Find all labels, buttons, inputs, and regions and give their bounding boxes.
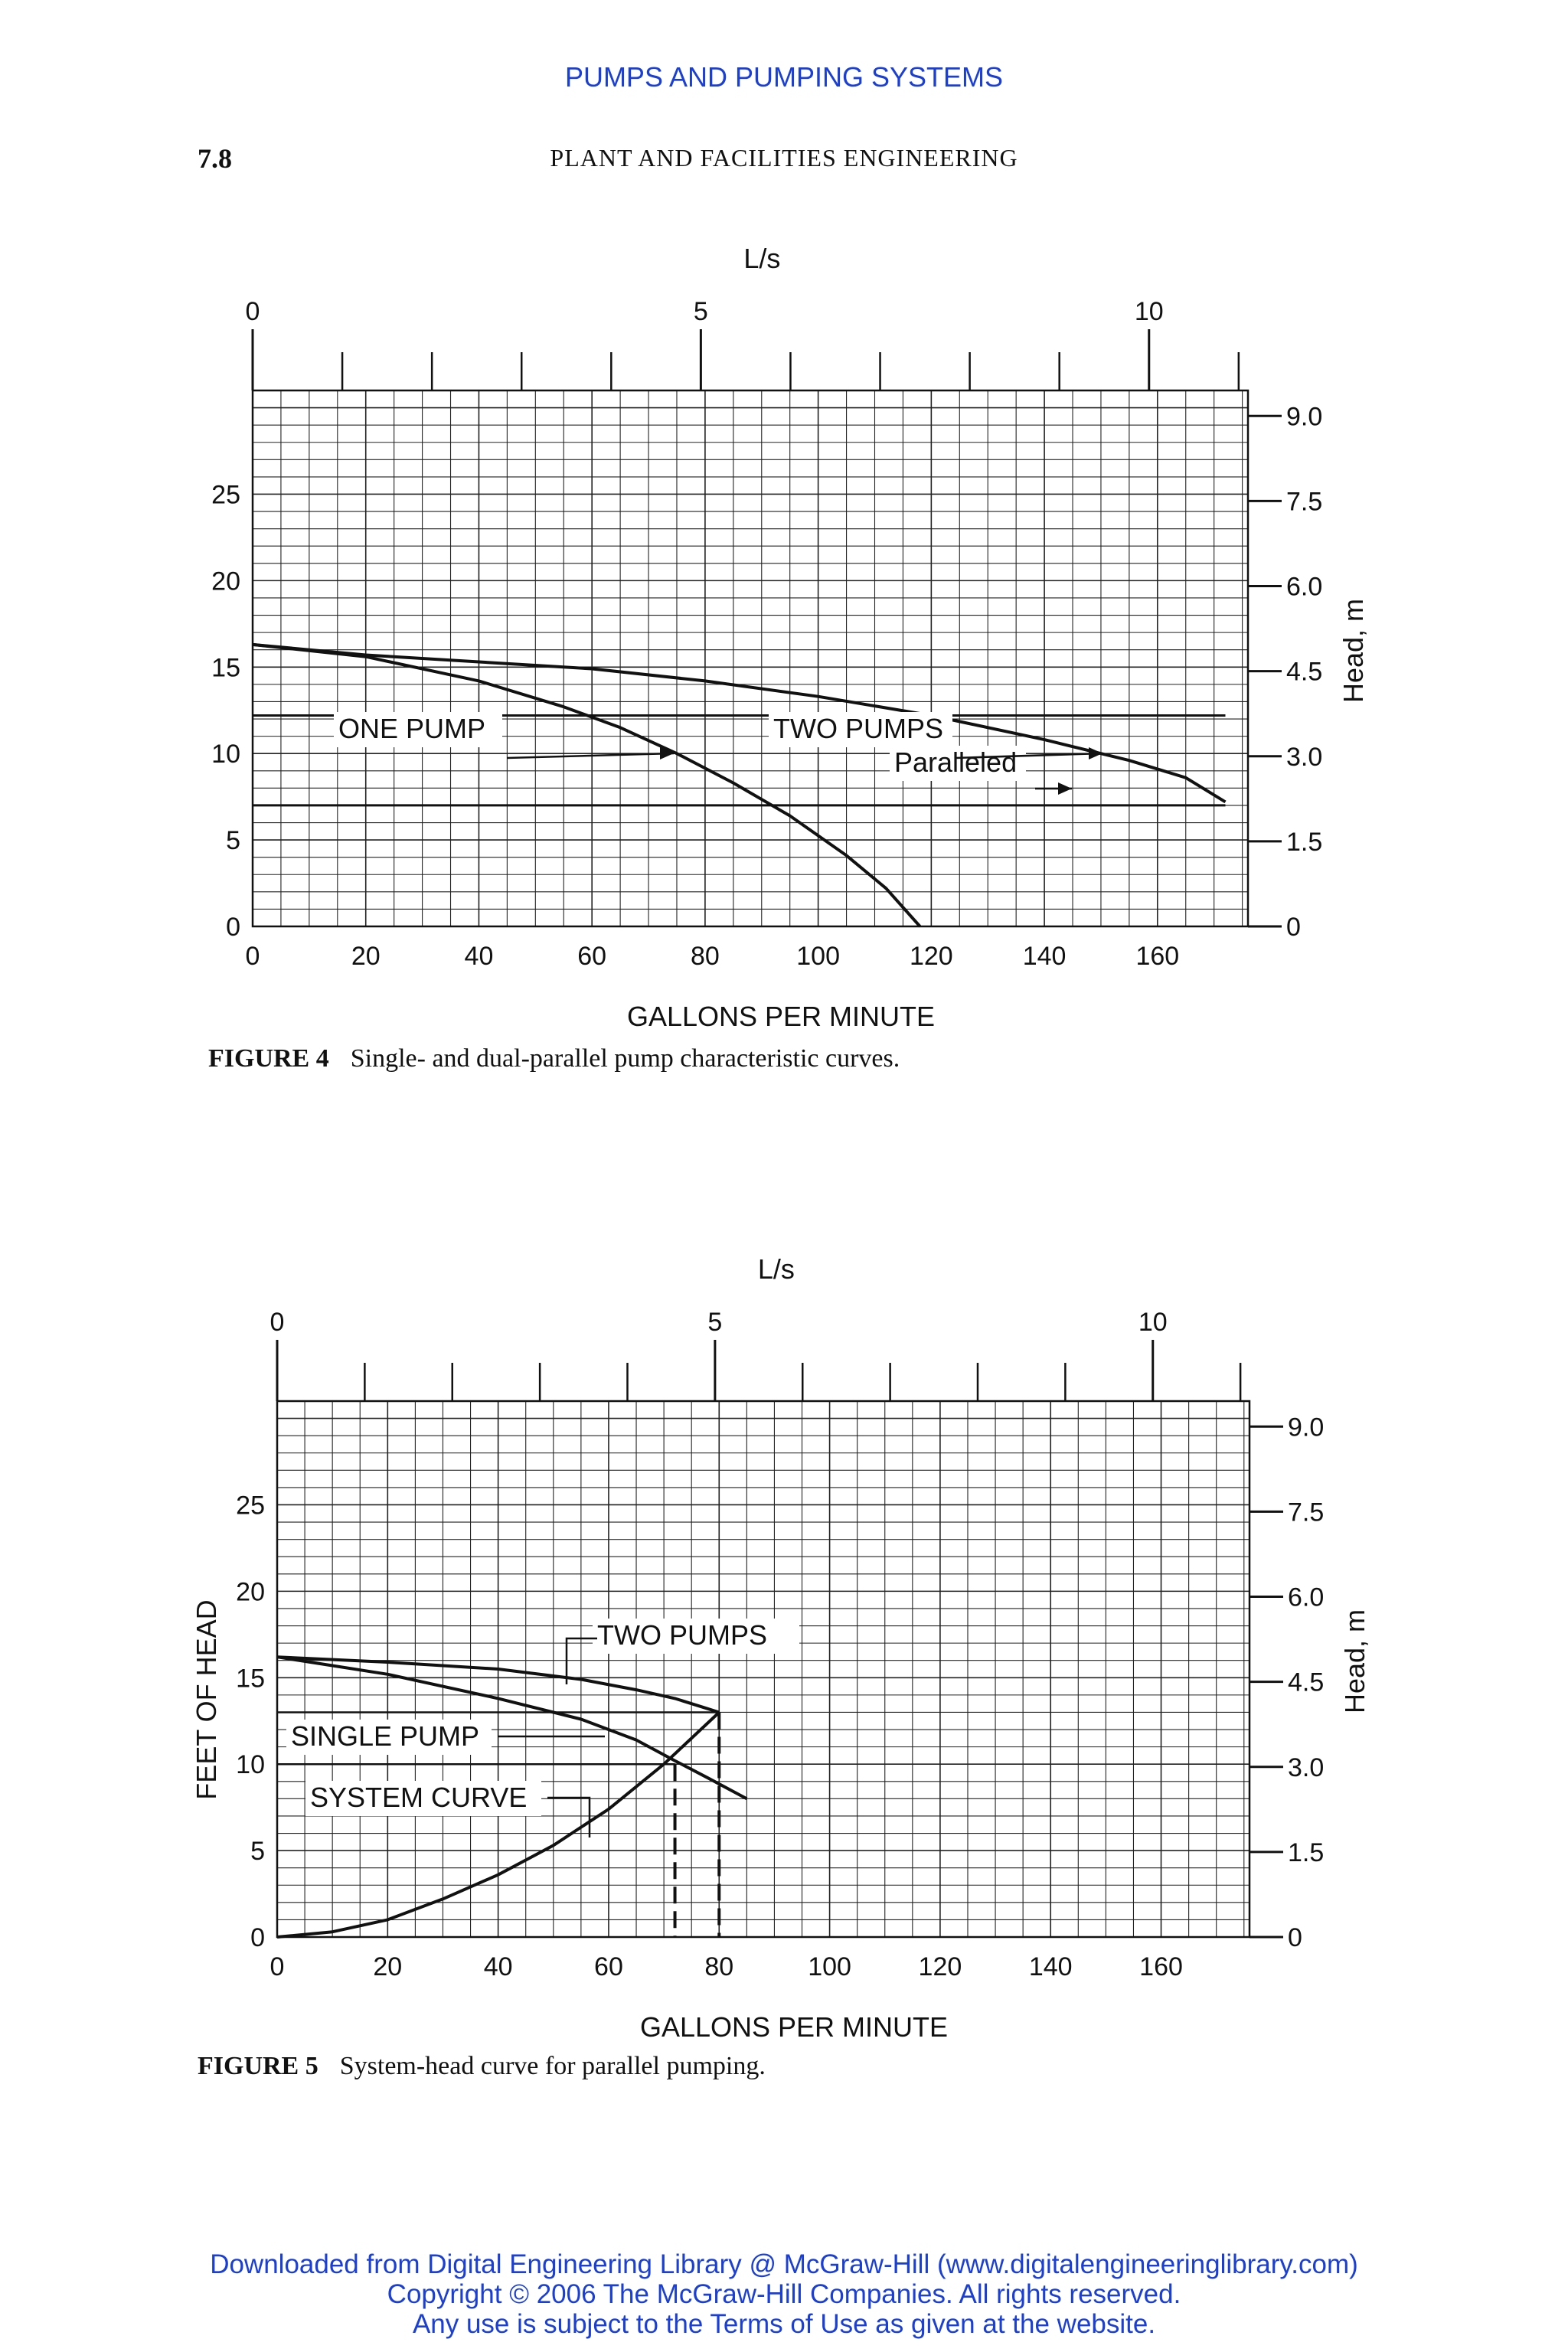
figure-5-caption-text: System-head curve for parallel pumping. xyxy=(339,2052,766,2080)
fig4-arrowhead xyxy=(1089,747,1102,760)
fig4-right-tick-label: 7.5 xyxy=(1286,487,1322,516)
fig4-annotation-label: TWO PUMPS xyxy=(773,713,943,744)
fig5-right-axis-label: Head, m xyxy=(1339,1609,1370,1713)
fig5-series-system-curve xyxy=(276,1711,720,1939)
fig4-x-tick-label: 0 xyxy=(246,942,260,971)
fig5-top-tick-label: 10 xyxy=(1138,1308,1168,1337)
figure-5-caption: FIGURE 5 System-head curve for parallel p… xyxy=(198,2052,766,2081)
page-number: 7.8 xyxy=(198,143,232,174)
fig4-series-one-pump xyxy=(252,642,922,928)
fig5-y-tick-label: 0 xyxy=(250,1923,265,1952)
fig5-right-tick-label: 1.5 xyxy=(1288,1838,1324,1867)
fig5-right-tick-label: 7.5 xyxy=(1288,1498,1324,1527)
fig4-right-tick-label: 0 xyxy=(1286,913,1301,942)
fig4-x-tick-label: 60 xyxy=(577,942,606,971)
fig4-top-tick-label: 0 xyxy=(246,297,260,326)
figure-5-label: FIGURE 5 xyxy=(198,2052,318,2080)
fig4-top-axis-label: L/s xyxy=(743,243,780,274)
fig4-x-tick-label: 40 xyxy=(465,942,494,971)
fig5-x-tick-label: 40 xyxy=(484,1952,513,1981)
fig5-annotation-bg xyxy=(305,1781,541,1816)
fig4-y-tick-label: 0 xyxy=(226,913,240,942)
fig5-y-tick-label: 25 xyxy=(236,1491,265,1520)
figure-5-chart: 0 20 40 60 80 100 120 140 160 0 5 10 15 20 25 0 5 10 L/s 0 1… xyxy=(191,1256,1370,2043)
fig4-annotation-label: Paralleled xyxy=(894,746,1017,778)
fig4-x-axis-label: GALLONS PER MINUTE xyxy=(627,1001,935,1032)
fig5-series-two-pumps xyxy=(276,1655,720,1714)
fig5-x-axis-label: GALLONS PER MINUTE xyxy=(640,2011,948,2043)
fig4-y-tick-label: 25 xyxy=(211,480,240,509)
figure-4-label: FIGURE 4 xyxy=(208,1044,329,1073)
fig4-y-tick-label: 5 xyxy=(226,826,240,855)
fig4-right-tick-label: 3.0 xyxy=(1286,743,1322,772)
fig4-right-tick-label: 4.5 xyxy=(1286,658,1322,687)
fig4-plot-frame xyxy=(251,389,1250,928)
footer-terms-line: Any use is subject to the Terms of Use a… xyxy=(412,2309,1156,2339)
fig4-leader-arrow xyxy=(955,752,1103,760)
figure-4-caption: FIGURE 4 Single- and dual-parallel pump c… xyxy=(208,1044,900,1073)
fig4-right-axis-label: Head, m xyxy=(1338,599,1369,703)
fig4-annotation-bg xyxy=(769,712,952,747)
footer-download-line: Downloaded from Digital Engineering Libr… xyxy=(210,2249,1358,2279)
fig5-right-tick-label: 0 xyxy=(1288,1923,1302,1952)
fig4-x-tick-label: 100 xyxy=(796,942,840,971)
footer-copyright-line: Copyright © 2006 The McGraw-Hill Compani… xyxy=(387,2279,1181,2309)
fig5-leader-arrow xyxy=(547,1796,591,1838)
fig4-top-tick-label: 10 xyxy=(1135,297,1164,326)
fig4-y-tick-label: 20 xyxy=(211,567,240,596)
fig4-annotation-label: ONE PUMP xyxy=(338,713,485,744)
fig4-y-tick-label: 10 xyxy=(211,740,240,769)
fig5-x-tick-label: 140 xyxy=(1029,1952,1073,1981)
fig5-x-tick-label: 100 xyxy=(808,1952,851,1981)
fig4-series-two-pumps-paralleled xyxy=(252,642,1227,804)
fig5-annotation-bg xyxy=(593,1619,799,1654)
fig5-annotation-label: SYSTEM CURVE xyxy=(310,1782,527,1813)
fig5-x-tick-label: 0 xyxy=(270,1952,285,1981)
fig5-top-tick-label: 5 xyxy=(707,1308,722,1337)
fig4-y-tick-label: 15 xyxy=(211,653,240,682)
fig4-x-tick-label: 80 xyxy=(691,942,720,971)
fig4-right-tick-label: 1.5 xyxy=(1286,828,1322,857)
fig4-right-tick-label: 9.0 xyxy=(1286,402,1322,431)
fig4-annotation-bg xyxy=(890,746,1026,781)
fig5-annotation-label: SINGLE PUMP xyxy=(291,1720,479,1752)
fig5-x-tick-label: 60 xyxy=(594,1952,623,1981)
fig4-x-tick-label: 20 xyxy=(351,942,381,971)
fig4-x-tick-label: 160 xyxy=(1135,942,1179,971)
figure-4-chart: 0 20 40 60 80 100 120 140 160 0 5 10 15 20 25 0 5 10 L/s 0 1… xyxy=(211,243,1369,1032)
fig5-leader-arrow xyxy=(565,1637,597,1684)
fig5-series-single-pump xyxy=(276,1655,748,1801)
fig5-x-tick-label: 160 xyxy=(1139,1952,1183,1981)
fig5-annotation-bg xyxy=(286,1720,492,1755)
fig5-right-tick-label: 3.0 xyxy=(1288,1753,1324,1782)
fig5-plot-frame xyxy=(276,1400,1251,1939)
fig4-annotation-bg xyxy=(334,712,502,747)
fig5-top-axis-label: L/s xyxy=(758,1256,795,1285)
fig4-arrowhead xyxy=(1058,782,1072,795)
fig5-annotation-label: TWO PUMPS xyxy=(597,1619,767,1651)
fig5-y-tick-label: 10 xyxy=(236,1750,265,1779)
fig5-y-axis-label: FEET OF HEAD xyxy=(191,1599,222,1799)
book-title: PLANT AND FACILITIES ENGINEERING xyxy=(550,144,1018,172)
fig4-leader-arrow xyxy=(506,752,675,760)
fig5-y-tick-label: 20 xyxy=(236,1577,265,1606)
fig5-y-tick-label: 5 xyxy=(250,1837,265,1866)
fig5-right-tick-label: 9.0 xyxy=(1288,1413,1324,1442)
fig5-x-tick-label: 120 xyxy=(919,1952,962,1981)
fig5-x-tick-label: 20 xyxy=(373,1952,402,1981)
fig4-arrowhead xyxy=(660,747,674,760)
running-head: PUMPS AND PUMPING SYSTEMS xyxy=(564,61,1004,93)
fig5-x-tick-label: 80 xyxy=(704,1952,733,1981)
fig4-x-tick-label: 120 xyxy=(910,942,953,971)
figure-4-caption-text: Single- and dual-parallel pump character… xyxy=(350,1044,900,1073)
fig4-right-tick-label: 6.0 xyxy=(1286,573,1322,602)
fig5-y-tick-label: 15 xyxy=(236,1664,265,1693)
fig5-right-tick-label: 6.0 xyxy=(1288,1583,1324,1612)
fig5-top-tick-label: 0 xyxy=(270,1308,285,1337)
fig4-x-tick-label: 140 xyxy=(1023,942,1067,971)
fig5-right-tick-label: 4.5 xyxy=(1288,1668,1324,1697)
footer: Downloaded from Digital Engineering Libr… xyxy=(0,2249,1568,2339)
fig4-top-tick-label: 5 xyxy=(694,297,708,326)
